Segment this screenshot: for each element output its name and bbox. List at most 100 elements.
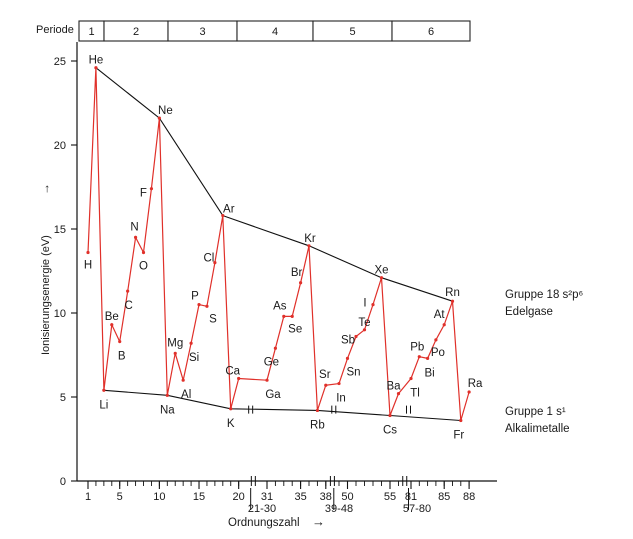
point-label-Ne: Ne (158, 105, 173, 117)
x-axis-arrow: → (312, 514, 325, 529)
series-gap-connector (238, 377, 268, 381)
data-point-K (229, 407, 233, 411)
period-bar: Periode 1 2 3 4 5 6 (36, 20, 471, 42)
data-point-Ge (273, 346, 277, 350)
point-label-Si: Si (189, 352, 199, 364)
point-label-Tl: Tl (410, 388, 420, 400)
point-label-Xe: Xe (374, 265, 388, 277)
data-point-I (371, 303, 375, 307)
data-point-Cl (213, 261, 217, 265)
series-segment (338, 277, 400, 416)
point-label-Kr: Kr (304, 233, 316, 245)
x-tick-label: 20 (233, 491, 245, 503)
axis-titles: Ionisierungsenergie (eV) → Ordnungszahl … (38, 183, 325, 529)
point-label-Li: Li (99, 399, 108, 411)
data-point-F (149, 187, 154, 191)
point-label-Ba: Ba (386, 381, 401, 393)
y-axis-title: Ionisierungsenergie (eV) (40, 235, 52, 355)
data-point-Ga (265, 378, 269, 382)
data-point-Xe (379, 276, 384, 280)
x-gap-label: 21-30 (248, 503, 276, 515)
point-label-Ra: Ra (468, 378, 483, 390)
y-axis-arrow: → (38, 183, 52, 195)
data-point-Kr (307, 244, 311, 248)
point-label-P: P (191, 291, 199, 303)
point-label-I: I (363, 298, 366, 310)
x-gap-label: 57-80 (403, 503, 431, 515)
x-tick-label: 81 (405, 491, 417, 503)
point-label-Ar: Ar (223, 204, 235, 216)
x-gap-label: 39-48 (325, 503, 353, 515)
point-label-Sr: Sr (319, 369, 331, 381)
period-number-6: 6 (428, 26, 434, 38)
point-label-Be: Be (105, 311, 119, 323)
point-label-B: B (118, 351, 126, 363)
data-point-Rb (315, 408, 319, 413)
series-segment (266, 245, 327, 411)
data-point-Al (181, 378, 185, 382)
envelope-label-alkali-line2: Alkalimetalle (505, 423, 570, 435)
data-point-Ar (221, 213, 225, 218)
data-point-Be (110, 323, 114, 327)
data-point-Fr (459, 418, 463, 423)
data-point-B (118, 339, 122, 344)
y-tick-label: 0 (60, 476, 66, 488)
point-label-Sn: Sn (346, 366, 360, 378)
x-tick-label: 55 (384, 491, 396, 503)
x-tick-label: 10 (153, 491, 165, 503)
x-tick-label: 38 (320, 491, 332, 503)
data-point-Tl (409, 376, 413, 381)
point-label-Mg: Mg (167, 337, 183, 349)
point-label-Ca: Ca (225, 366, 240, 378)
point-label-F: F (140, 188, 147, 200)
data-point-Rn (450, 299, 455, 303)
data-point-Te (362, 328, 367, 332)
x-tick-label: 35 (294, 491, 306, 503)
envelope-lines (95, 67, 461, 422)
data-point-Sr (324, 383, 328, 387)
data-point-Ra (467, 390, 471, 394)
y-tick-label: 15 (54, 224, 66, 236)
series-line (86, 66, 471, 423)
point-label-At: At (434, 309, 446, 321)
series-gap-connector (325, 382, 340, 386)
point-label-Te: Te (358, 317, 370, 329)
data-point-Bi (426, 356, 430, 360)
point-label-Ge: Ge (264, 356, 279, 368)
data-point-S (205, 304, 209, 308)
point-label-As: As (273, 300, 287, 312)
data-point-Se (290, 314, 294, 318)
data-point-O (141, 250, 146, 255)
data-point-Br (299, 281, 303, 285)
series-segment (87, 67, 240, 409)
data-point-Po (434, 338, 438, 342)
period-number-1: 1 (88, 26, 94, 38)
data-point-Ca (237, 376, 241, 381)
data-point-In (337, 381, 341, 386)
x-tick-label: 85 (438, 491, 450, 503)
data-point-C (126, 289, 130, 293)
period-number-4: 4 (272, 26, 278, 38)
x-axis-title: Ordnungszahl (228, 517, 300, 529)
data-point-Sn (345, 356, 350, 360)
data-point-Sb (354, 334, 358, 339)
period-cell-6 (391, 20, 471, 42)
point-label-Al: Al (181, 389, 191, 401)
point-label-Rb: Rb (310, 419, 325, 431)
point-label-In: In (336, 393, 346, 405)
point-label-Fr: Fr (453, 430, 464, 442)
point-label-He: He (89, 55, 104, 67)
data-point-At (442, 323, 446, 327)
period-number-2: 2 (133, 26, 139, 38)
x-tick-label: 31 (261, 491, 273, 503)
period-bar-label: Periode (36, 24, 74, 36)
y-tick-label: 20 (54, 140, 66, 152)
envelope-label-noble-gases-line2: Edelgase (505, 306, 553, 318)
point-label-Se: Se (288, 323, 302, 335)
data-point-Na (165, 393, 169, 397)
axes (76, 42, 497, 482)
x-tick-label: 88 (463, 491, 475, 503)
